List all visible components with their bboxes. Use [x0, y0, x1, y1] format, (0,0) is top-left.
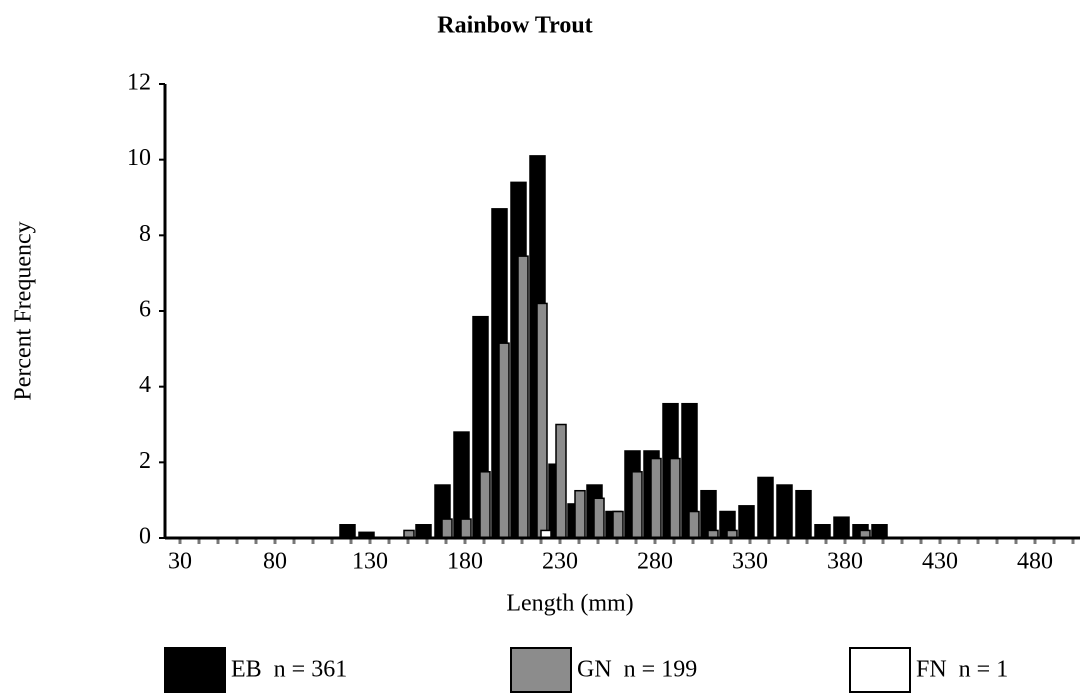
bar [555, 423, 567, 539]
bar [536, 302, 548, 539]
bar [631, 471, 643, 539]
bar [833, 516, 850, 539]
bar [688, 510, 700, 539]
y-tick-label: 8 [139, 221, 151, 247]
x-axis-label: Length (mm) [506, 591, 633, 617]
y-tick-label: 2 [139, 448, 151, 474]
bar [593, 497, 605, 539]
legend-swatch [164, 647, 226, 693]
y-tick-label: 10 [127, 145, 151, 171]
bar [415, 524, 432, 539]
legend-swatch [510, 647, 572, 693]
y-tick-label: 4 [139, 372, 151, 398]
x-tick-label: 480 [1017, 549, 1053, 575]
x-tick-label: 80 [263, 549, 287, 575]
x-tick-label: 430 [922, 549, 958, 575]
x-tick-label: 180 [447, 549, 483, 575]
bar [738, 505, 755, 539]
x-tick-label: 130 [352, 549, 388, 575]
bar [612, 510, 624, 539]
bar [776, 484, 793, 539]
x-tick-label: 230 [542, 549, 578, 575]
x-tick-label: 30 [168, 549, 192, 575]
x-tick-label: 380 [827, 549, 863, 575]
bar [795, 489, 812, 539]
legend-label: EB n = 361 [231, 657, 347, 683]
bar [479, 471, 491, 539]
bar [460, 518, 472, 539]
bar [814, 524, 831, 539]
bar [498, 342, 510, 539]
bar [871, 524, 888, 539]
bar [441, 518, 453, 539]
legend-label: FN n = 1 [916, 657, 1008, 683]
x-tick-label: 330 [732, 549, 768, 575]
y-axis-label: Percent Frequency [11, 221, 37, 400]
bar [339, 524, 356, 539]
bar [669, 457, 681, 539]
y-tick-label: 0 [139, 524, 151, 550]
legend-swatch [849, 647, 911, 693]
y-tick-label: 6 [139, 297, 151, 323]
bar [517, 255, 529, 539]
bar [757, 476, 774, 539]
legend-label: GN n = 199 [577, 657, 697, 683]
x-tick-label: 280 [637, 549, 673, 575]
bar [574, 489, 586, 539]
chart-title: Rainbow Trout [437, 13, 592, 39]
y-tick-label: 12 [127, 70, 151, 96]
bar [650, 457, 662, 539]
